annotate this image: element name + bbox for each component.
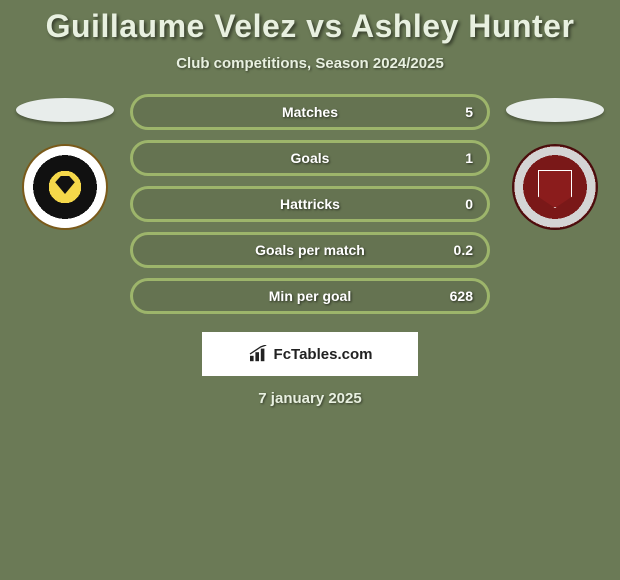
stat-row: Goals 1 (130, 140, 490, 176)
branding-text: FcTables.com (274, 346, 373, 363)
player-left-column (10, 84, 120, 230)
player-right-column (500, 84, 610, 230)
stat-right-value: 0.2 (445, 242, 473, 258)
club-badge-right (512, 144, 598, 230)
player-right-placeholder (506, 98, 604, 122)
stat-row: Hattricks 0 (130, 186, 490, 222)
stat-row: Min per goal 628 (130, 278, 490, 314)
club-badge-left (22, 144, 108, 230)
stat-label: Goals per match (255, 242, 365, 258)
stat-right-value: 628 (445, 288, 473, 304)
stat-row: Goals per match 0.2 (130, 232, 490, 268)
subtitle: Club competitions, Season 2024/2025 (0, 49, 620, 84)
stat-label: Hattricks (280, 196, 340, 212)
date-label: 7 january 2025 (0, 376, 620, 407)
stat-label: Goals (291, 150, 330, 166)
stats-table: Matches 5 Goals 1 Hattricks 0 Goals per … (130, 94, 490, 314)
stat-right-value: 0 (445, 196, 473, 212)
page-title: Guillaume Velez vs Ashley Hunter (0, 0, 620, 49)
stat-right-value: 5 (445, 104, 473, 120)
stat-label: Matches (282, 104, 338, 120)
stat-right-value: 1 (445, 150, 473, 166)
branding-box: FcTables.com (202, 332, 418, 376)
stat-row: Matches 5 (130, 94, 490, 130)
player-left-placeholder (16, 98, 114, 122)
stat-label: Min per goal (269, 288, 351, 304)
comparison-layout: Matches 5 Goals 1 Hattricks 0 Goals per … (0, 84, 620, 314)
chart-icon (248, 345, 270, 363)
